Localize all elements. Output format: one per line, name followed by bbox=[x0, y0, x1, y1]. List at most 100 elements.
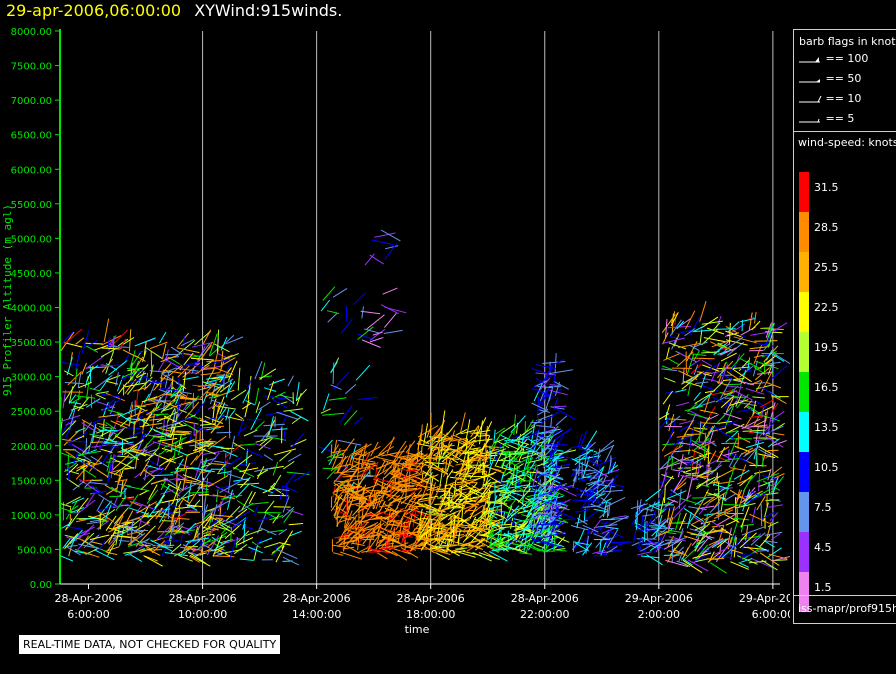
wind-barb bbox=[545, 389, 553, 410]
wind-barb bbox=[338, 522, 350, 542]
wind-barb bbox=[322, 393, 330, 411]
wind-barb bbox=[400, 491, 415, 505]
wind-barb bbox=[172, 416, 193, 424]
wind-barb bbox=[488, 496, 510, 504]
wind-barb bbox=[375, 460, 386, 479]
wind-barb bbox=[100, 442, 120, 449]
y-tick-label: 1000.00 bbox=[11, 511, 52, 522]
wind-barb bbox=[734, 445, 750, 452]
wind-barb bbox=[702, 538, 722, 554]
wind-barb bbox=[207, 403, 218, 410]
wind-barb bbox=[692, 515, 709, 528]
wind-barb bbox=[545, 533, 548, 549]
wind-barb bbox=[526, 474, 544, 488]
wind-barb bbox=[241, 491, 253, 511]
wind-barb bbox=[152, 441, 175, 449]
wind-barb bbox=[667, 421, 676, 445]
wind-barb bbox=[404, 483, 420, 488]
wind-barb bbox=[438, 498, 444, 510]
wind-barb bbox=[373, 456, 396, 463]
wind-barb bbox=[476, 455, 489, 463]
wind-barb bbox=[605, 526, 619, 530]
wind-barb bbox=[129, 439, 144, 450]
speed-color-swatch bbox=[799, 172, 809, 212]
wind-barb bbox=[673, 504, 687, 519]
wind-barb bbox=[180, 338, 195, 347]
wind-barb bbox=[112, 504, 129, 509]
wind-barb bbox=[108, 471, 123, 477]
wind-barb bbox=[421, 470, 424, 484]
wind-barb bbox=[455, 503, 478, 513]
wind-barb bbox=[533, 475, 541, 495]
speed-scale-label: 13.5 bbox=[814, 421, 839, 434]
wind-barb bbox=[464, 442, 475, 456]
wind-barb bbox=[455, 468, 468, 481]
wind-barb bbox=[339, 551, 362, 560]
wind-barb bbox=[553, 521, 564, 533]
wind-barb bbox=[245, 529, 263, 537]
wind-barb bbox=[750, 491, 762, 498]
wind-barb bbox=[235, 483, 250, 499]
wind-barb bbox=[393, 548, 412, 555]
wind-barb bbox=[444, 481, 456, 487]
wind-barb bbox=[699, 372, 713, 377]
wind-barb bbox=[340, 318, 353, 334]
wind-barb bbox=[725, 423, 745, 434]
wind-barb bbox=[263, 387, 277, 392]
x-tick-label: 2:00:00 bbox=[638, 608, 680, 621]
wind-barb bbox=[589, 472, 599, 482]
wind-barb bbox=[249, 501, 269, 505]
wind-barb bbox=[117, 382, 128, 395]
wind-barb bbox=[452, 525, 457, 544]
wind-barb bbox=[415, 452, 432, 470]
wind-barb bbox=[386, 436, 395, 454]
wind-barb bbox=[197, 384, 216, 387]
wind-barb bbox=[465, 501, 478, 508]
wind-barb bbox=[176, 522, 185, 531]
wind-barb bbox=[438, 451, 441, 468]
wind-barb bbox=[759, 354, 778, 369]
wind-barb bbox=[709, 429, 715, 442]
wind-barb bbox=[756, 472, 780, 483]
barb-10-row: == 10 bbox=[798, 92, 861, 105]
wind-barb bbox=[659, 416, 671, 430]
wind-barb bbox=[719, 446, 730, 453]
wind-barb bbox=[679, 512, 687, 531]
wind-barb bbox=[333, 439, 338, 454]
speed-scale-label: 4.5 bbox=[814, 541, 832, 554]
wind-barb bbox=[120, 522, 132, 528]
wind-barb bbox=[484, 444, 494, 450]
y-tick-label: 500.00 bbox=[17, 545, 52, 556]
wind-barb bbox=[397, 520, 403, 542]
wind-barb bbox=[168, 527, 186, 534]
wind-barb bbox=[127, 529, 146, 546]
wind-barb bbox=[500, 544, 523, 551]
wind-barb bbox=[64, 381, 85, 385]
wind-barb bbox=[716, 381, 728, 386]
wind-barb bbox=[460, 412, 466, 433]
wind-barb bbox=[208, 333, 218, 357]
wind-barb bbox=[328, 397, 347, 401]
wind-barb bbox=[150, 351, 153, 374]
wind-barb bbox=[515, 522, 517, 543]
wind-barb bbox=[675, 389, 687, 393]
wind-barb bbox=[489, 506, 499, 524]
wind-barb bbox=[479, 485, 492, 502]
wind-barb bbox=[488, 489, 507, 492]
wind-barb bbox=[684, 310, 696, 330]
wind-barb bbox=[505, 456, 516, 467]
y-tick-label: 6500.00 bbox=[11, 131, 52, 142]
wind-barb bbox=[763, 345, 779, 363]
wind-barb bbox=[60, 452, 78, 460]
wind-barb bbox=[357, 396, 378, 401]
wind-barb bbox=[460, 429, 478, 435]
wind-barb bbox=[483, 526, 496, 537]
wind-barb bbox=[432, 451, 441, 462]
x-tick-label: 29-Apr-2006 bbox=[739, 592, 790, 605]
wind-barb bbox=[91, 444, 108, 448]
wind-barb bbox=[537, 434, 548, 443]
wind-barb bbox=[682, 547, 689, 559]
wind-barb bbox=[717, 362, 726, 385]
wind-barb bbox=[729, 399, 749, 406]
wind-barb bbox=[177, 365, 190, 378]
